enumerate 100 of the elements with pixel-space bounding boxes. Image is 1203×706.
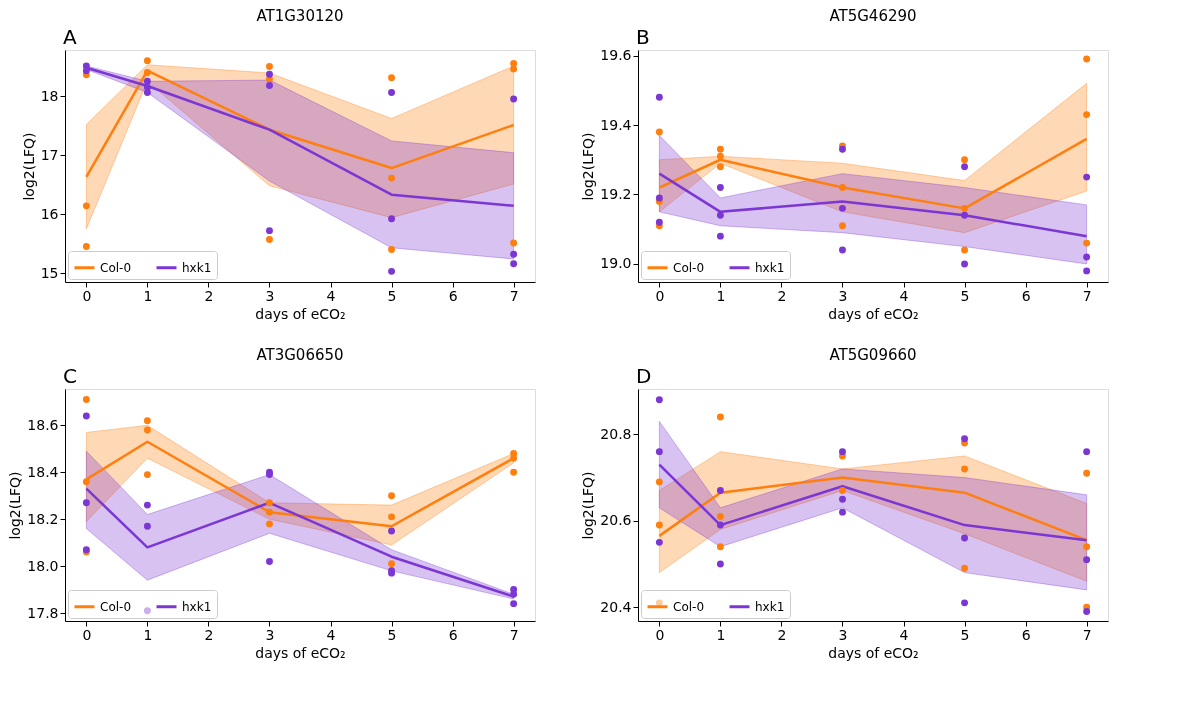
point xyxy=(1083,239,1091,247)
point xyxy=(839,487,846,494)
y-tick-label: 17.8 xyxy=(27,604,59,621)
chart-title: AT5G46290 xyxy=(829,7,917,25)
point xyxy=(655,478,663,486)
point xyxy=(716,521,724,529)
y-tick-label: 15 xyxy=(40,264,59,281)
point xyxy=(655,538,663,546)
legend-label: hxk1 xyxy=(182,599,212,614)
point xyxy=(961,204,969,212)
point xyxy=(143,522,151,530)
point xyxy=(961,260,969,268)
x-tick-label: 5 xyxy=(387,626,397,643)
point xyxy=(716,145,724,153)
x-tick-label: 7 xyxy=(509,626,519,643)
legend-label: hxk1 xyxy=(755,599,785,614)
x-tick-label: 4 xyxy=(899,287,909,304)
point xyxy=(143,68,151,76)
point xyxy=(716,487,724,494)
point xyxy=(716,211,724,219)
line-series xyxy=(658,172,1088,238)
point xyxy=(716,232,724,240)
x-tick-label: 5 xyxy=(960,626,970,643)
point xyxy=(1083,543,1091,551)
point xyxy=(655,93,663,101)
point xyxy=(961,534,969,542)
point xyxy=(510,95,518,103)
point xyxy=(716,163,724,171)
y-tick-label: 20.8 xyxy=(600,425,632,442)
legend-label: Col-0 xyxy=(673,260,705,275)
point xyxy=(1083,448,1091,456)
point xyxy=(510,468,518,476)
point xyxy=(388,246,396,253)
y-tick-label: 19.2 xyxy=(600,185,632,202)
y-axis-title: log2(LFQ) xyxy=(20,132,37,201)
point xyxy=(1083,173,1091,181)
point xyxy=(143,57,151,65)
point xyxy=(510,590,518,598)
x-tick-label: 4 xyxy=(326,626,336,643)
point xyxy=(388,492,396,500)
x-axis-title: days of eCO₂ xyxy=(828,644,919,661)
point xyxy=(510,454,518,462)
x-tick-label: 0 xyxy=(82,626,92,643)
x-tick-label: 2 xyxy=(204,287,214,304)
point xyxy=(839,222,846,230)
point xyxy=(388,215,396,223)
x-tick-label: 3 xyxy=(838,626,848,643)
chart-title: AT1G30120 xyxy=(256,7,344,25)
point xyxy=(961,435,969,443)
point xyxy=(266,236,273,243)
x-tick-label: 3 xyxy=(265,287,275,304)
x-tick-label: 5 xyxy=(960,287,970,304)
x-tick-label: 6 xyxy=(1021,287,1031,304)
point xyxy=(266,557,273,565)
y-tick-label: 18.6 xyxy=(27,416,59,433)
point xyxy=(510,65,518,73)
x-tick-label: 7 xyxy=(1082,287,1092,304)
point xyxy=(716,152,724,160)
point xyxy=(961,211,969,219)
x-tick-label: 0 xyxy=(655,626,665,643)
point xyxy=(655,448,663,456)
x-tick-label: 0 xyxy=(82,287,92,304)
x-axis-title: days of eCO₂ xyxy=(828,305,919,322)
point xyxy=(143,417,151,425)
point xyxy=(716,512,724,520)
x-tick-label: 7 xyxy=(509,287,519,304)
point xyxy=(266,70,273,78)
y-axis-title: log2(LFQ) xyxy=(7,471,24,540)
point xyxy=(961,564,969,572)
point xyxy=(961,246,969,254)
legend-label: hxk1 xyxy=(755,260,785,275)
point xyxy=(143,471,151,479)
point xyxy=(82,243,90,251)
y-tick-label: 18.2 xyxy=(27,510,59,527)
text: A xyxy=(63,25,77,49)
legend-label: Col-0 xyxy=(100,260,132,275)
y-axis-title: log2(LFQ) xyxy=(580,471,597,540)
y-tick-label: 18.4 xyxy=(27,463,59,480)
x-tick-label: 1 xyxy=(143,626,153,643)
point xyxy=(82,396,90,404)
point xyxy=(961,599,969,607)
point xyxy=(716,413,724,421)
point xyxy=(839,184,846,191)
text: D xyxy=(636,364,652,388)
line-series xyxy=(658,463,1088,542)
point xyxy=(266,81,273,89)
chart-title: AT3G06650 xyxy=(256,346,344,364)
legend-label: Col-0 xyxy=(100,599,132,614)
point xyxy=(839,204,846,212)
point xyxy=(266,63,273,70)
point xyxy=(961,465,969,473)
point xyxy=(143,607,151,615)
point xyxy=(655,599,663,607)
point xyxy=(143,426,151,434)
point xyxy=(266,508,273,516)
point xyxy=(82,202,90,210)
y-tick-label: 19.0 xyxy=(600,255,632,272)
x-tick-label: 3 xyxy=(265,626,275,643)
y-tick-label: 18 xyxy=(40,87,59,104)
text: C xyxy=(63,364,77,388)
